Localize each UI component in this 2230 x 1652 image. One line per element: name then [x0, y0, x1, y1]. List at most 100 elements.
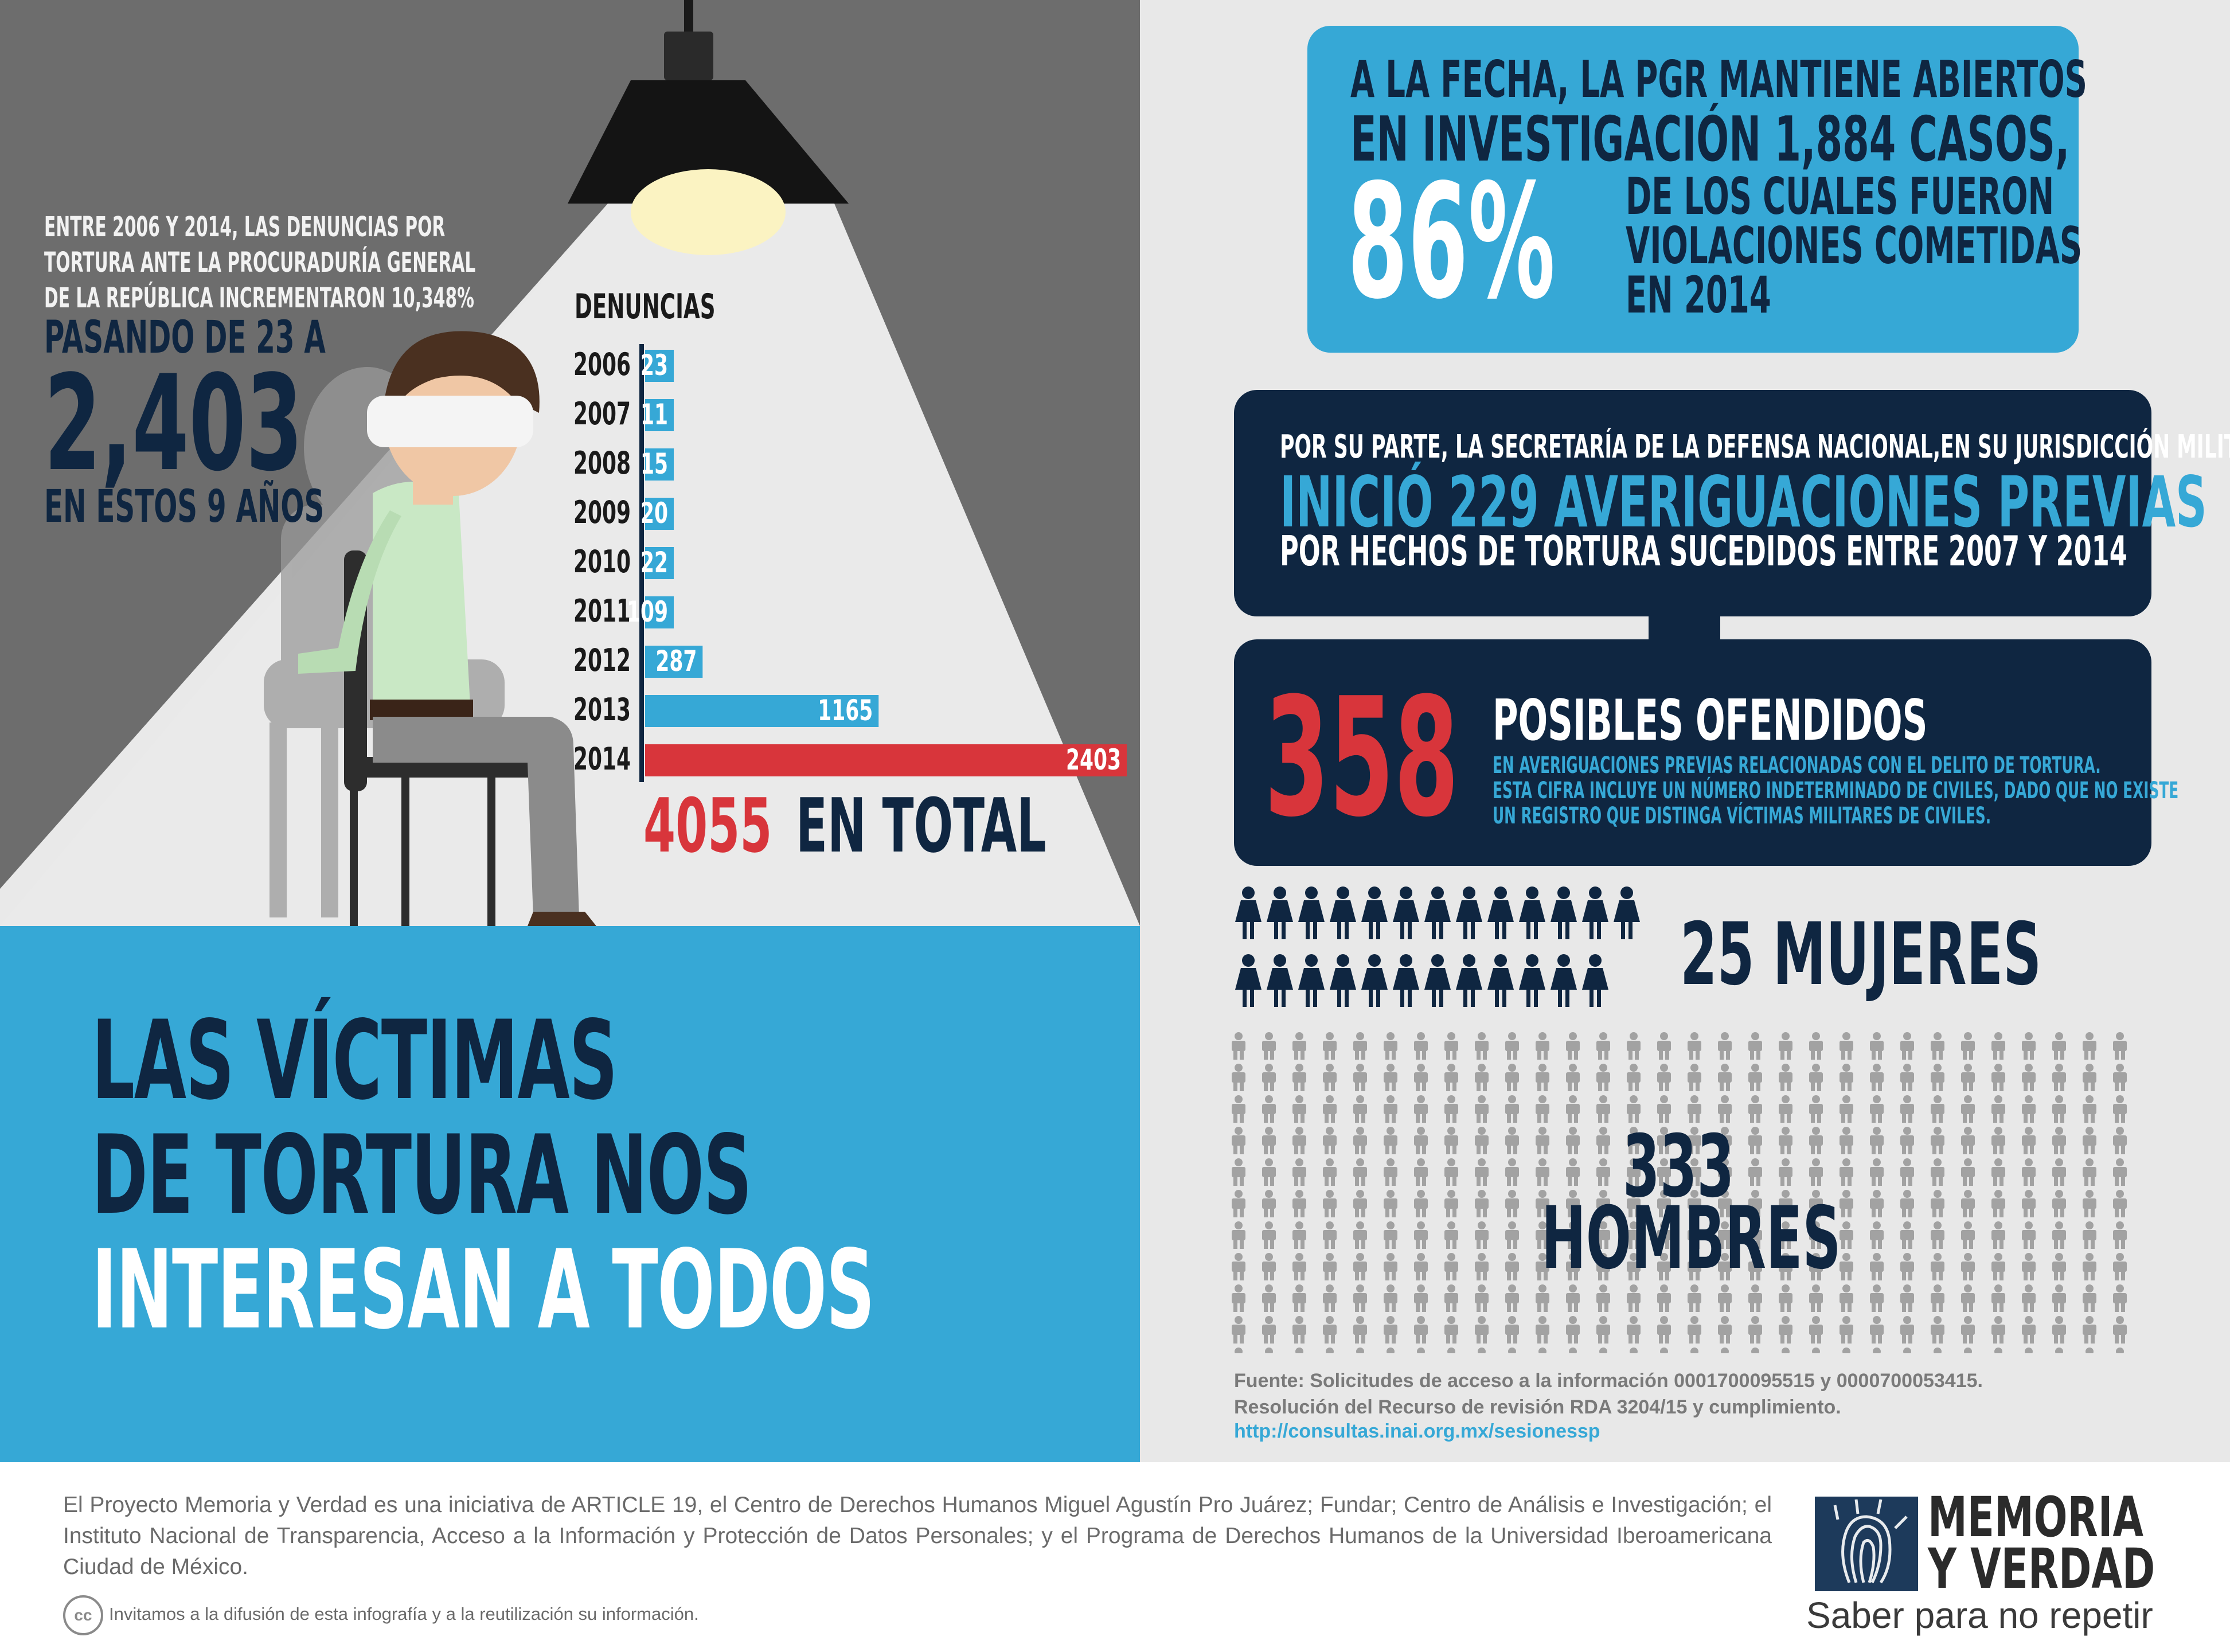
- woman-figure-icon: [1519, 886, 1545, 939]
- man-figure-icon: [1900, 1158, 1914, 1186]
- man-figure-icon: [1688, 1284, 1701, 1312]
- man-figure-icon: [1900, 1095, 1914, 1123]
- man-figure-icon: [1232, 1064, 1245, 1091]
- man-figure-icon: [1444, 1064, 1458, 1091]
- man-figure-icon: [1232, 1284, 1245, 1312]
- man-figure-icon: [1809, 1158, 1823, 1186]
- tick-label-2013: 2013: [573, 692, 631, 728]
- man-figure-icon: [2052, 1158, 2066, 1186]
- man-figure-icon: [1475, 1284, 1489, 1312]
- data-label-2013: 1165: [818, 694, 873, 727]
- bar-2009: [645, 498, 674, 530]
- pgr-percent: 86%: [1348, 150, 1556, 334]
- man-figure-icon: [1840, 1095, 1853, 1123]
- tick-label-2009: 2009: [573, 494, 631, 530]
- man-figure-icon: [1505, 1158, 1519, 1186]
- pgr-box: [1307, 26, 2079, 353]
- man-figure-icon: [1475, 1064, 1489, 1091]
- man-figure-icon: [2113, 1064, 2127, 1091]
- man-figure-icon: [1295, 1348, 1303, 1353]
- man-figure-icon: [1414, 1032, 1428, 1060]
- tick-label-2014: 2014: [573, 741, 631, 777]
- man-figure-icon: [1870, 1190, 1884, 1217]
- man-figure-icon: [1961, 1127, 1975, 1154]
- man-figure-icon: [1384, 1253, 1397, 1280]
- man-figure-icon: [2083, 1127, 2096, 1154]
- sedena-box: [1234, 390, 2151, 616]
- man-figure-icon: [1961, 1032, 1975, 1060]
- man-figure-icon: [1262, 1221, 1276, 1249]
- bar-2006: [645, 350, 674, 382]
- man-figure-icon: [1353, 1190, 1367, 1217]
- man-figure-icon: [1414, 1190, 1428, 1217]
- man-figure-icon: [1414, 1064, 1428, 1091]
- man-figure-icon: [2022, 1316, 2036, 1344]
- woman-figure-icon: [1330, 954, 1356, 1007]
- man-figure-icon: [1870, 1221, 1884, 1249]
- man-figure-icon: [1353, 1064, 1367, 1091]
- man-figure-icon: [1809, 1064, 1823, 1091]
- source-link[interactable]: http://consultas.inai.org.mx/sesionessp: [1234, 1420, 1600, 1442]
- man-figure-icon: [1870, 1064, 1884, 1091]
- man-figure-icon: [1934, 1348, 1942, 1353]
- man-figure-icon: [1627, 1284, 1641, 1312]
- woman-figure-icon: [1393, 954, 1419, 1007]
- man-figure-icon: [1870, 1158, 1884, 1186]
- man-figure-icon: [1991, 1190, 2005, 1217]
- man-figure-icon: [1961, 1316, 1975, 1344]
- man-figure-icon: [1748, 1253, 1762, 1280]
- man-figure-icon: [1566, 1095, 1580, 1123]
- man-figure-icon: [1812, 1348, 1820, 1353]
- man-figure-icon: [1596, 1127, 1610, 1154]
- tick-label-2012: 2012: [573, 642, 631, 678]
- woman-figure-icon: [1551, 954, 1577, 1007]
- man-figure-icon: [1809, 1316, 1823, 1344]
- man-figure-icon: [1356, 1348, 1364, 1353]
- man-figure-icon: [1414, 1158, 1428, 1186]
- woman-figure-icon: [1456, 886, 1482, 939]
- man-figure-icon: [1232, 1316, 1245, 1344]
- man-figure-icon: [1688, 1127, 1701, 1154]
- man-figure-icon: [1599, 1348, 1607, 1353]
- man-figure-icon: [1384, 1064, 1397, 1091]
- man-figure-icon: [1444, 1284, 1458, 1312]
- man-figure-icon: [2052, 1127, 2066, 1154]
- man-figure-icon: [1961, 1064, 1975, 1091]
- man-figure-icon: [1323, 1032, 1337, 1060]
- data-label-2010: 22: [641, 546, 668, 579]
- man-figure-icon: [1262, 1095, 1276, 1123]
- man-figure-icon: [1627, 1064, 1641, 1091]
- man-figure-icon: [1475, 1190, 1489, 1217]
- man-figure-icon: [1326, 1348, 1334, 1353]
- man-figure-icon: [1657, 1190, 1671, 1217]
- man-figure-icon: [2022, 1284, 2036, 1312]
- man-figure-icon: [1627, 1316, 1641, 1344]
- sedena-line-3: POR HECHOS DE TORTURA SUCEDIDOS ENTRE 20…: [1280, 527, 2127, 575]
- man-figure-icon: [1718, 1190, 1732, 1217]
- data-label-2008: 15: [641, 447, 668, 481]
- man-figure-icon: [1538, 1348, 1546, 1353]
- man-figure-icon: [1931, 1316, 1944, 1344]
- man-figure-icon: [1657, 1253, 1671, 1280]
- man-figure-icon: [1536, 1158, 1549, 1186]
- man-figure-icon: [1444, 1095, 1458, 1123]
- man-figure-icon: [1505, 1190, 1519, 1217]
- woman-figure-icon: [1298, 886, 1325, 939]
- man-figure-icon: [1232, 1127, 1245, 1154]
- man-figure-icon: [1627, 1095, 1641, 1123]
- man-figure-icon: [1323, 1253, 1337, 1280]
- man-figure-icon: [1961, 1221, 1975, 1249]
- man-figure-icon: [1566, 1032, 1580, 1060]
- man-figure-icon: [1840, 1158, 1853, 1186]
- man-figure-icon: [1232, 1095, 1245, 1123]
- bar-2010: [645, 547, 674, 579]
- woman-figure-icon: [1424, 954, 1451, 1007]
- hand-fingerprint-logo-icon: [1815, 1497, 1918, 1591]
- man-figure-icon: [1690, 1348, 1698, 1353]
- man-figure-icon: [1292, 1253, 1306, 1280]
- man-figure-icon: [1444, 1316, 1458, 1344]
- man-figure-icon: [1232, 1253, 1245, 1280]
- man-figure-icon: [1323, 1221, 1337, 1249]
- man-figure-icon: [1718, 1095, 1732, 1123]
- man-figure-icon: [1900, 1064, 1914, 1091]
